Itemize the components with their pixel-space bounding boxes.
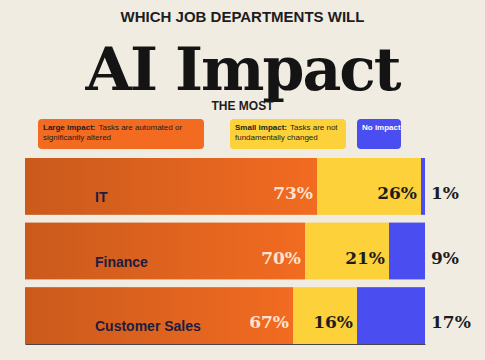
legend-description: fundamentally changed [235, 133, 318, 142]
legend-item: No impact [357, 119, 401, 149]
data-label: 17% [431, 312, 471, 332]
category-label: Customer Sales [95, 318, 201, 334]
data-label: 70% [261, 248, 301, 268]
x-axis [26, 344, 426, 345]
legend-swatch [357, 119, 401, 149]
data-label: 9% [431, 248, 459, 268]
bar [293, 287, 357, 344]
legend-description: significantly altered [43, 133, 111, 142]
bar [389, 223, 425, 280]
data-label: 21% [345, 248, 385, 268]
legend-item: Large impact:Tasks are automated orsigni… [38, 119, 204, 149]
data-label: 26% [377, 183, 417, 203]
legend-description: Tasks are automated or [98, 123, 182, 132]
bars [25, 158, 425, 344]
legend-swatch [230, 119, 346, 149]
chart: WHICH JOB DEPARTMENTS WILL AI ImpactTHE M… [0, 0, 485, 360]
legend-swatch [38, 119, 204, 149]
legend-text: Small impact:Tasks are notfundamentally … [235, 123, 338, 142]
legend: Large impact:Tasks are automated orsigni… [38, 119, 401, 149]
axis-line [26, 344, 426, 345]
legend-text: No impact [362, 123, 401, 132]
bar [317, 158, 421, 215]
bar [25, 158, 317, 215]
data-label: 73% [273, 183, 313, 203]
legend-item: Small impact:Tasks are notfundamentally … [230, 119, 346, 149]
bar [357, 287, 425, 344]
bar [421, 158, 425, 215]
category-label: IT [95, 189, 108, 205]
data-label: 67% [249, 312, 289, 332]
bar [305, 223, 389, 280]
bar [25, 223, 305, 280]
labels: 73% 26% 1% IT 70% 21% 9% Finance 67% 16% 17% Custom… [95, 183, 471, 335]
bar [25, 287, 293, 344]
title-top: WHICH JOB DEPARTMENTS WILL [121, 8, 365, 25]
title-bottom: THE MOST [212, 99, 275, 113]
data-label: 16% [313, 312, 353, 332]
legend-label: No impact [362, 123, 401, 132]
background [0, 0, 485, 360]
title: AI Impact [84, 34, 401, 104]
category-label: Finance [95, 254, 148, 270]
legend-description: Tasks are not [290, 123, 338, 132]
legend-label: Large impact: [43, 123, 95, 132]
data-label: 1% [431, 183, 459, 203]
legend-label: Small impact: [235, 123, 287, 132]
legend-text: Large impact:Tasks are automated orsigni… [43, 123, 182, 142]
